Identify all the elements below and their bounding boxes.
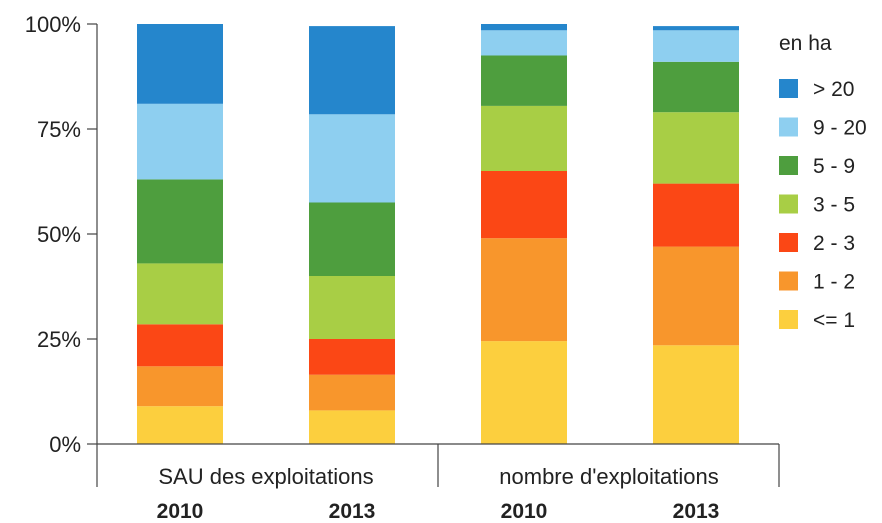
bar-segment [481,171,567,239]
bar-segment [137,103,223,180]
bar-segment [653,183,739,247]
bar-segment [653,26,739,31]
bar-segment [309,202,395,276]
legend-label: <= 1 [813,309,855,332]
bar-segment [309,339,395,375]
bar-segment [309,410,395,444]
legend-label: 5 - 9 [813,155,855,178]
bar-segment [309,276,395,339]
legend-label: 2 - 3 [813,232,855,255]
bar-segment [309,26,395,115]
x-group-label: nombre d'exploitations [499,464,718,489]
legend-label: 9 - 20 [813,117,867,140]
x-group-label: SAU des exploitations [158,464,373,489]
bar-segment [653,112,739,184]
bar-segment [481,55,567,106]
bar-segment [137,179,223,264]
bar-segment [137,24,223,104]
legend-label: 3 - 5 [813,194,855,217]
legend: en ha > 20 9 - 20 5 - 9 3 - 5 2 - 3 1 - 2 <= 1 [779,32,867,332]
bar-segment [481,30,567,56]
legend-swatch [779,310,798,329]
y-tick-label: 0% [49,432,81,457]
x-axis: SAU des exploitations nombre d'exploitati… [96,443,780,523]
bar-segment [653,246,739,346]
legend-label: > 20 [813,78,854,101]
bar-segment [309,374,395,411]
bar-segment [481,24,567,31]
y-tick-label: 100% [25,12,81,37]
legend-swatch [779,271,798,291]
x-category-label: 2013 [329,500,376,523]
bar-segment [137,406,223,444]
y-tick-label: 75% [37,117,81,142]
x-category-label: 2010 [501,500,548,523]
legend-swatch [779,233,798,252]
legend-swatch [779,156,798,175]
bar-segment [137,263,223,325]
legend-label: 1 - 2 [813,271,855,294]
x-category-label: 2013 [673,500,720,523]
legend-swatch [779,117,798,137]
y-axis: 0% 25% 50% 75% 100% [25,12,98,457]
bar-segment [309,114,395,203]
bar-segment [137,324,223,367]
bars [137,24,739,444]
bar-segment [653,61,739,113]
bar-segment [653,345,739,444]
legend-swatch [779,79,798,98]
legend-swatch [779,194,798,214]
x-category-label: 2010 [157,500,204,523]
bar-segment [481,238,567,342]
bar-segment [653,30,739,62]
bar-segment [137,366,223,407]
bar-segment [481,341,567,444]
y-tick-label: 25% [37,327,81,352]
bar-segment [481,105,567,171]
legend-title: en ha [779,32,832,55]
y-tick-label: 50% [37,222,81,247]
